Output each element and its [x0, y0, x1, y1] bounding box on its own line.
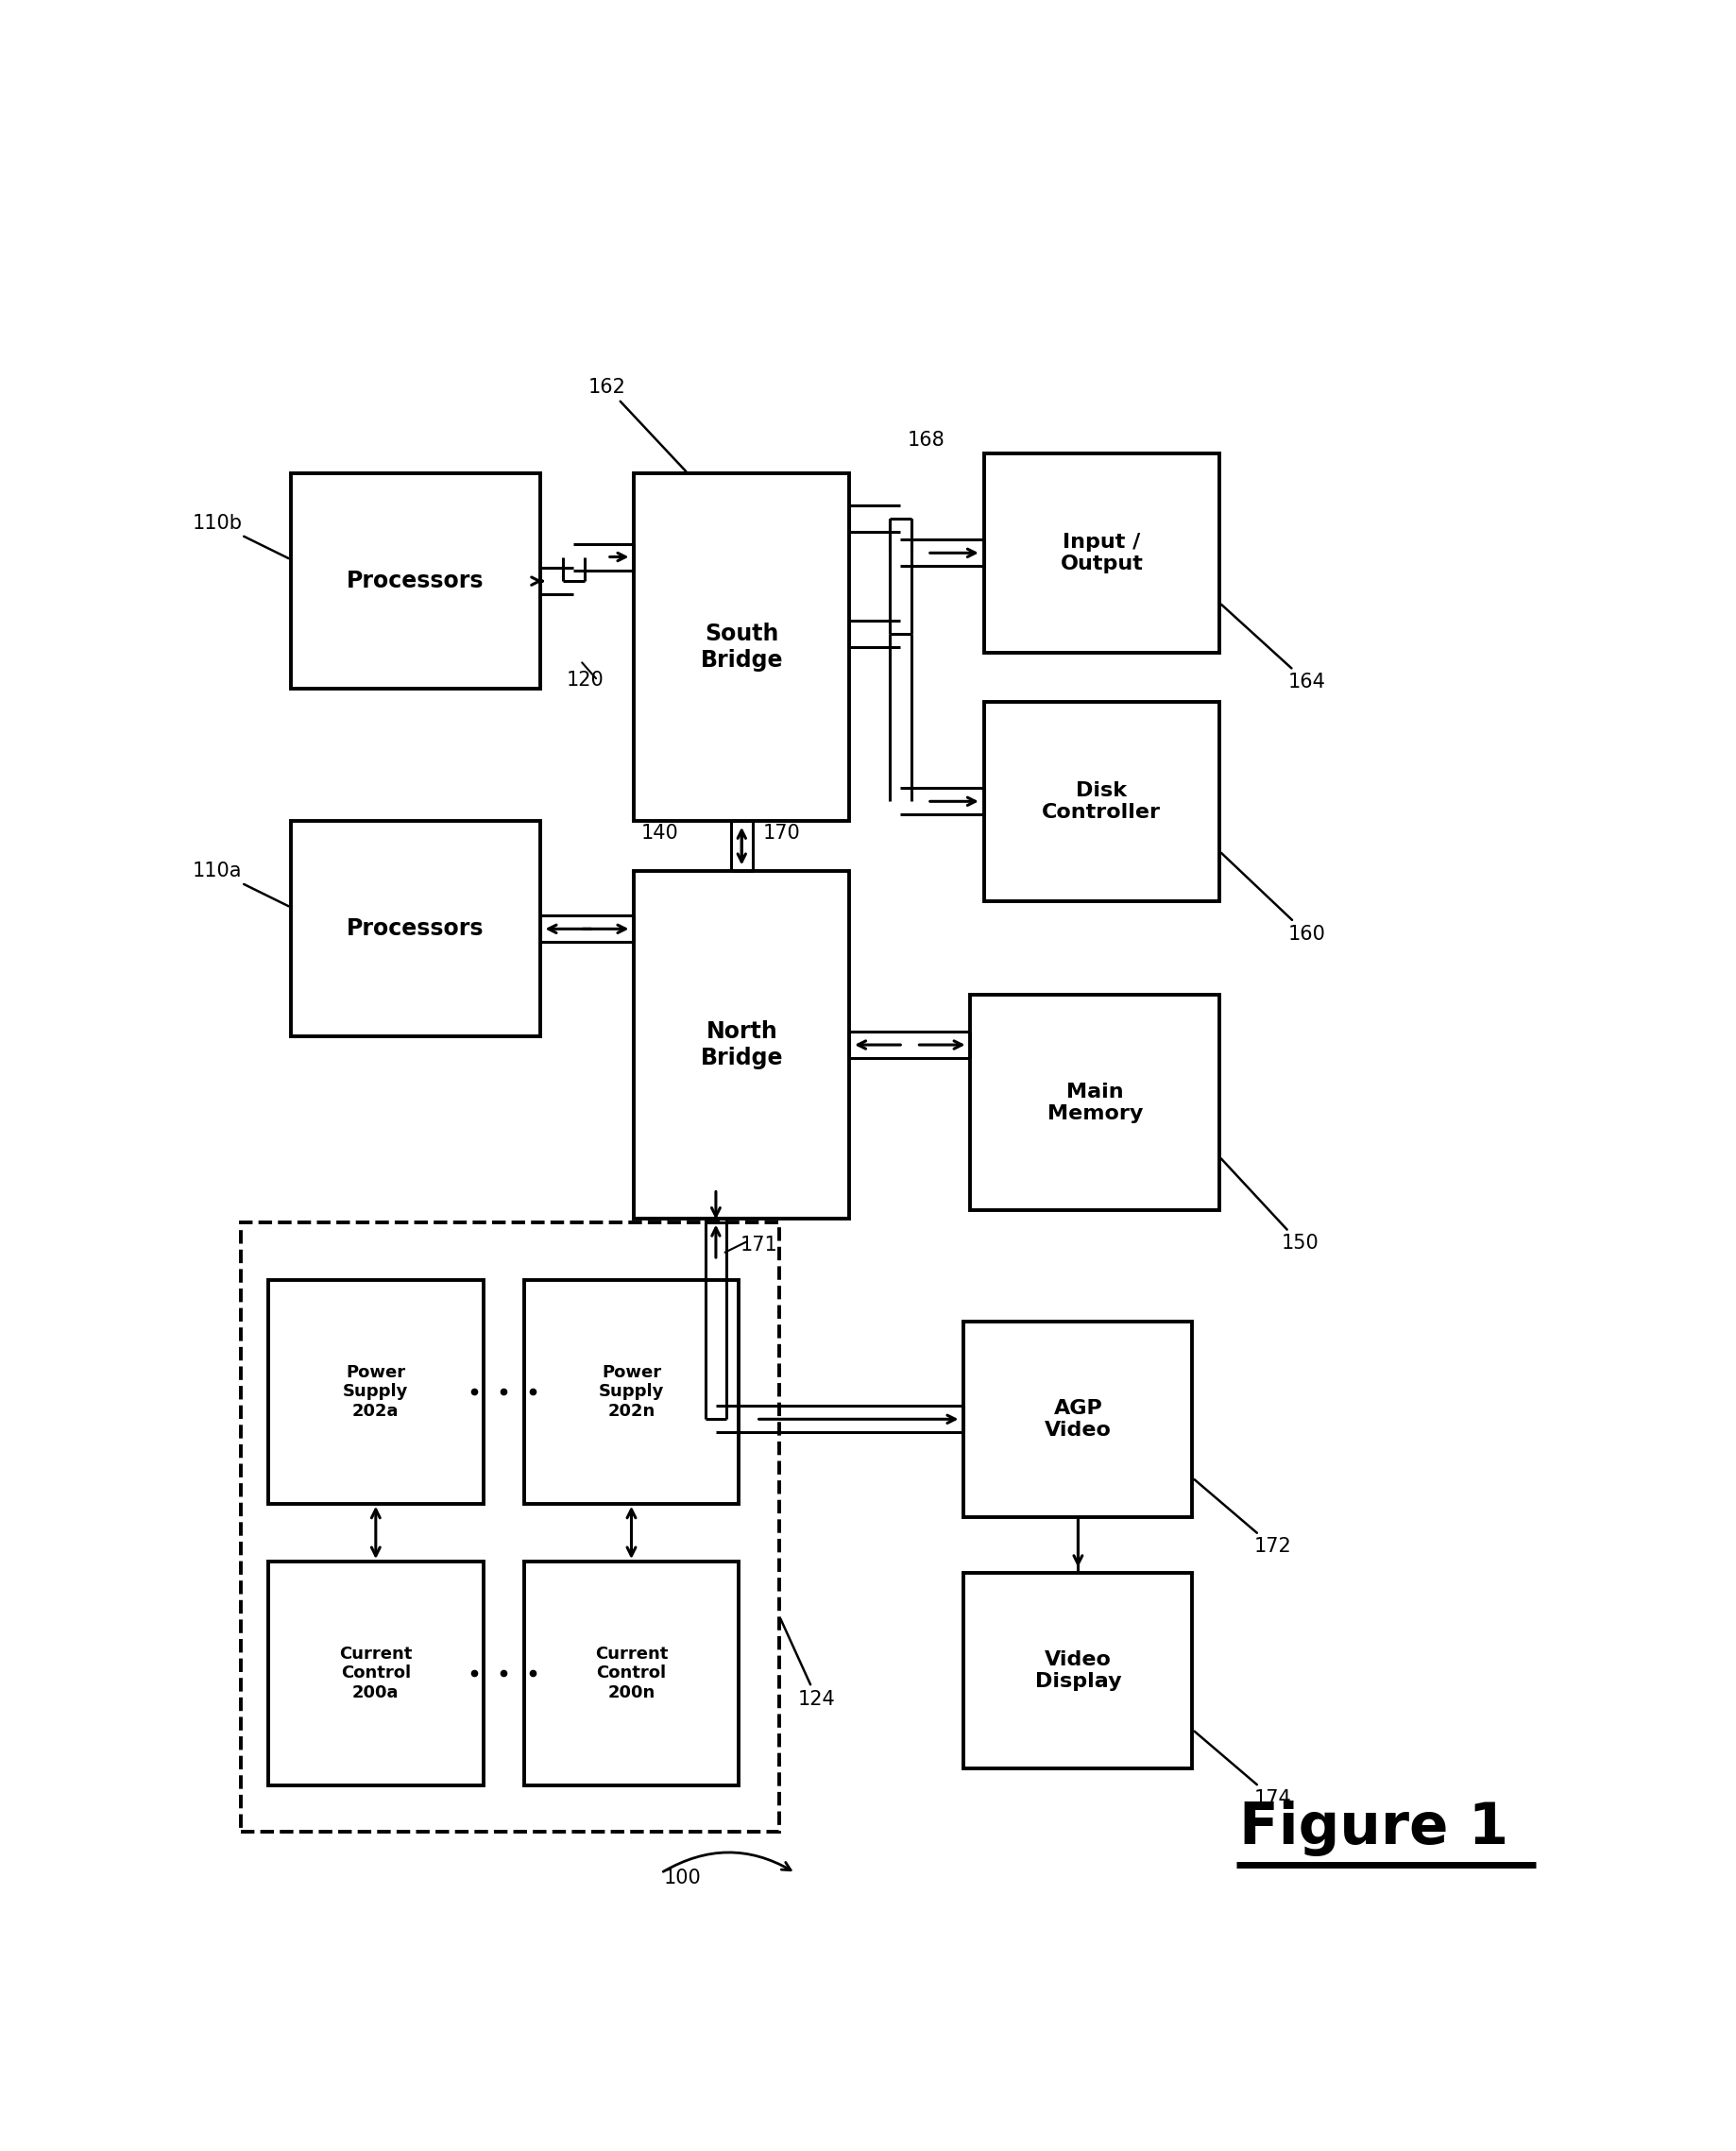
- Bar: [963, 1321, 1193, 1516]
- Text: 150: 150: [1220, 1159, 1319, 1254]
- Text: 168: 168: [908, 430, 944, 450]
- Text: 100: 100: [663, 1869, 701, 1886]
- Text: Video
Display: Video Display: [1035, 1650, 1121, 1691]
- Text: South
Bridge: South Bridge: [700, 624, 783, 671]
- Text: 124: 124: [781, 1620, 835, 1708]
- Text: 160: 160: [1220, 852, 1326, 944]
- Text: 120: 120: [566, 671, 604, 690]
- Bar: [984, 701, 1219, 901]
- Text: 110b: 110b: [193, 514, 288, 559]
- Text: Input /
Output: Input / Output: [1061, 533, 1142, 574]
- Bar: [634, 871, 849, 1220]
- Text: Processors: Processors: [347, 918, 484, 940]
- Bar: [524, 1280, 740, 1504]
- Bar: [984, 454, 1219, 652]
- Text: 170: 170: [764, 824, 800, 843]
- Text: 172: 172: [1194, 1480, 1292, 1555]
- Bar: [524, 1562, 740, 1785]
- Text: 171: 171: [740, 1237, 778, 1254]
- Bar: [634, 473, 849, 822]
- Bar: [241, 1222, 779, 1831]
- Text: Disk
Controller: Disk Controller: [1042, 781, 1161, 822]
- Bar: [267, 1562, 483, 1785]
- Text: 174: 174: [1194, 1732, 1292, 1807]
- Text: Main
Memory: Main Memory: [1047, 1082, 1142, 1123]
- Text: Current
Control
200a: Current Control 200a: [339, 1646, 411, 1701]
- Text: 140: 140: [641, 824, 679, 843]
- Text: North
Bridge: North Bridge: [700, 1020, 783, 1069]
- Text: 164: 164: [1220, 604, 1326, 693]
- Text: Current
Control
200n: Current Control 200n: [595, 1646, 668, 1701]
- Text: 110a: 110a: [193, 863, 288, 906]
- Bar: [963, 1572, 1193, 1768]
- Bar: [267, 1280, 483, 1504]
- Bar: [292, 473, 540, 688]
- Text: Power
Supply
202n: Power Supply 202n: [599, 1364, 665, 1420]
- Text: Processors: Processors: [347, 570, 484, 592]
- Text: Power
Supply
202a: Power Supply 202a: [344, 1364, 408, 1420]
- Text: 162: 162: [589, 379, 686, 471]
- Bar: [970, 996, 1219, 1211]
- Text: AGP
Video: AGP Video: [1045, 1398, 1111, 1439]
- Text: Figure 1: Figure 1: [1240, 1800, 1509, 1856]
- Bar: [292, 822, 540, 1037]
